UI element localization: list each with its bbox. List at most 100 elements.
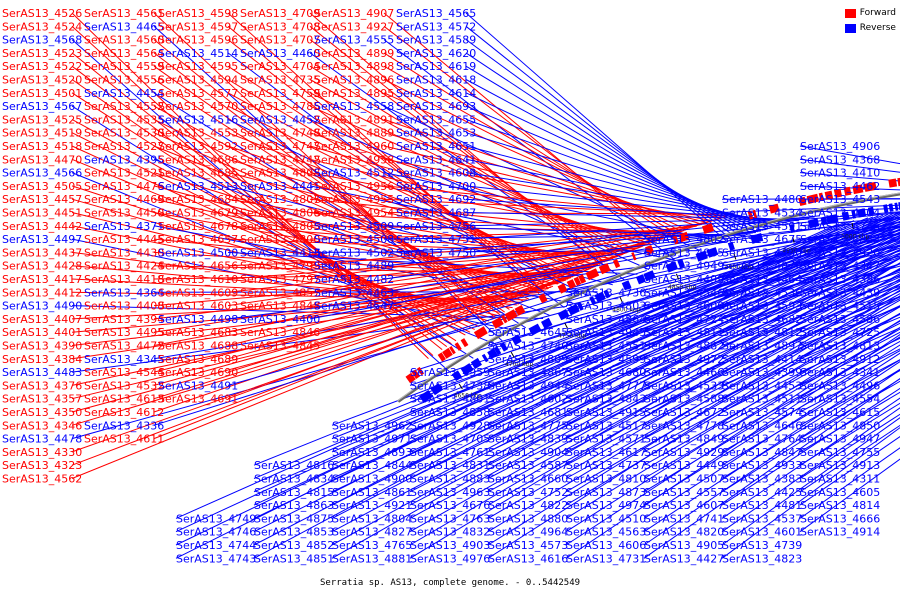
reverse-gene-label: SerAS13_4865	[644, 246, 724, 259]
reverse-gene-label: SerAS13_4364	[84, 286, 164, 299]
forward-connector	[153, 262, 603, 333]
reverse-gene	[430, 383, 443, 396]
reverse-gene-label: SerAS13_4972	[644, 353, 724, 366]
reverse-gene-label: SerAS13_4949	[644, 260, 724, 273]
legend-reverse-label: Reverse	[859, 23, 896, 33]
forward-connector	[153, 245, 643, 440]
forward-connector	[309, 223, 702, 280]
reverse-gene-label: SerAS13_4672	[644, 406, 724, 419]
reverse-gene-label: SerAS13_4814	[800, 499, 880, 512]
reverse-connector	[71, 172, 497, 346]
reverse-connector	[409, 262, 900, 559]
reverse-gene	[589, 296, 597, 305]
reverse-gene-label: SerAS13_4454	[84, 87, 164, 100]
reverse-gene-label: SerAS13_4801	[410, 393, 490, 406]
reverse-gene-label: SerAS13_4517	[566, 419, 646, 432]
forward-gene	[702, 223, 715, 234]
forward-gene-label: SerAS13_4501	[2, 87, 82, 100]
forward-gene-label: SerAS13_4857	[240, 286, 320, 299]
forward-gene-label: SerAS13_4956	[314, 180, 394, 193]
reverse-connector	[565, 242, 900, 360]
reverse-gene-label: SerAS13_4534	[722, 207, 802, 220]
forward-gene	[501, 314, 508, 324]
reverse-gene-label: SerAS13_4681	[488, 406, 568, 419]
forward-gene-label: SerAS13_4785	[240, 100, 320, 113]
reverse-connector	[799, 306, 900, 346]
reverse-gene-label: SerAS13_4739	[722, 539, 802, 552]
reverse-connector	[799, 436, 900, 506]
reverse-connector	[565, 229, 900, 320]
forward-gene-label: SerAS13_4679	[158, 207, 238, 220]
forward-gene-label: SerAS13_4470	[2, 153, 82, 166]
reverse-gene-label: SerAS13_4511	[722, 393, 802, 406]
reverse-connector	[799, 337, 900, 386]
reverse-gene-label: SerAS13_4736	[566, 286, 646, 299]
reverse-gene-label: SerAS13_4765	[332, 539, 412, 552]
reverse-connector	[383, 227, 772, 293]
reverse-connector	[465, 185, 794, 223]
forward-gene-label: SerAS13_4899	[314, 47, 394, 60]
reverse-gene-label: SerAS13_4874	[722, 260, 802, 273]
reverse-connector	[799, 380, 900, 440]
forward-gene-label: SerAS13_4896	[314, 74, 394, 87]
reverse-gene-label: SerAS13_4460	[240, 47, 320, 60]
forward-gene-label: SerAS13_4657	[158, 233, 238, 246]
reverse-connector	[643, 269, 900, 373]
reverse-gene-label: SerAS13_4514	[158, 47, 238, 60]
reverse-connector	[565, 233, 900, 333]
forward-gene	[824, 190, 834, 200]
reverse-connector	[721, 368, 900, 479]
reverse-connector	[643, 352, 900, 519]
forward-gene-label: SerAS13_4442	[2, 220, 82, 233]
reverse-gene-label: SerAS13_4574	[722, 406, 802, 419]
reverse-gene-label: SerAS13_4651	[396, 140, 476, 153]
reverse-gene-label: SerAS13_4778	[644, 419, 724, 432]
forward-connector	[227, 249, 634, 267]
reverse-gene-label: SerAS13_4400	[240, 313, 320, 326]
reverse-gene	[820, 216, 828, 226]
reverse-gene-label: SerAS13_4425	[722, 486, 802, 499]
reverse-gene-label: SerAS13_4803	[566, 300, 646, 313]
reverse-connector	[487, 244, 900, 426]
reverse-gene-label: SerAS13_4906	[800, 140, 880, 153]
reverse-gene-label: SerAS13_4489	[314, 260, 394, 273]
backbone-highlight	[397, 192, 900, 402]
reverse-gene-label: SerAS13_4591	[722, 220, 802, 233]
reverse-connector	[153, 25, 503, 342]
forward-gene	[442, 347, 453, 359]
reverse-connector	[465, 217, 810, 227]
reverse-connector	[409, 257, 900, 546]
forward-connector	[383, 52, 672, 236]
reverse-connector	[565, 312, 900, 519]
forward-gene-label: SerAS13_4958	[314, 153, 394, 166]
gene-feature-arrows	[405, 177, 900, 403]
reverse-connector	[565, 299, 900, 493]
reverse-gene	[487, 348, 498, 360]
reverse-gene-label: SerAS13_4499	[644, 273, 724, 286]
reverse-gene-label: SerAS13_4345	[84, 353, 164, 366]
reverse-connector	[465, 216, 815, 240]
reverse-gene-label: SerAS13_4904	[488, 446, 568, 459]
reverse-gene-label: SerAS13_4740	[488, 340, 568, 353]
forward-gene-label: SerAS13_4688	[158, 340, 238, 353]
reverse-connector	[643, 227, 900, 280]
map-caption: Serratia sp. AS13, complete genome. - 0.…	[319, 578, 581, 588]
reverse-gene-label: SerAS13_4921	[332, 499, 412, 512]
reverse-gene-label: SerAS13_4827	[332, 526, 412, 539]
forward-gene	[473, 326, 488, 340]
reverse-gene-label: SerAS13_4749	[176, 512, 256, 525]
reverse-gene	[883, 204, 889, 213]
reverse-connector	[465, 212, 805, 220]
reverse-connector	[799, 207, 900, 213]
reverse-gene-label: SerAS13_4914	[800, 526, 880, 539]
reverse-gene	[789, 224, 796, 233]
reverse-gene	[643, 270, 656, 282]
forward-gene	[768, 203, 780, 214]
reverse-connector	[71, 39, 452, 374]
backbone-circle	[397, 192, 900, 403]
forward-gene-label: SerAS13_4611	[84, 433, 164, 446]
reverse-gene-label: SerAS13_4700	[396, 180, 476, 193]
reverse-connector	[465, 39, 738, 239]
reverse-gene-label: SerAS13_4666	[800, 512, 880, 525]
reverse-gene-label: SerAS13_4480	[722, 193, 802, 206]
